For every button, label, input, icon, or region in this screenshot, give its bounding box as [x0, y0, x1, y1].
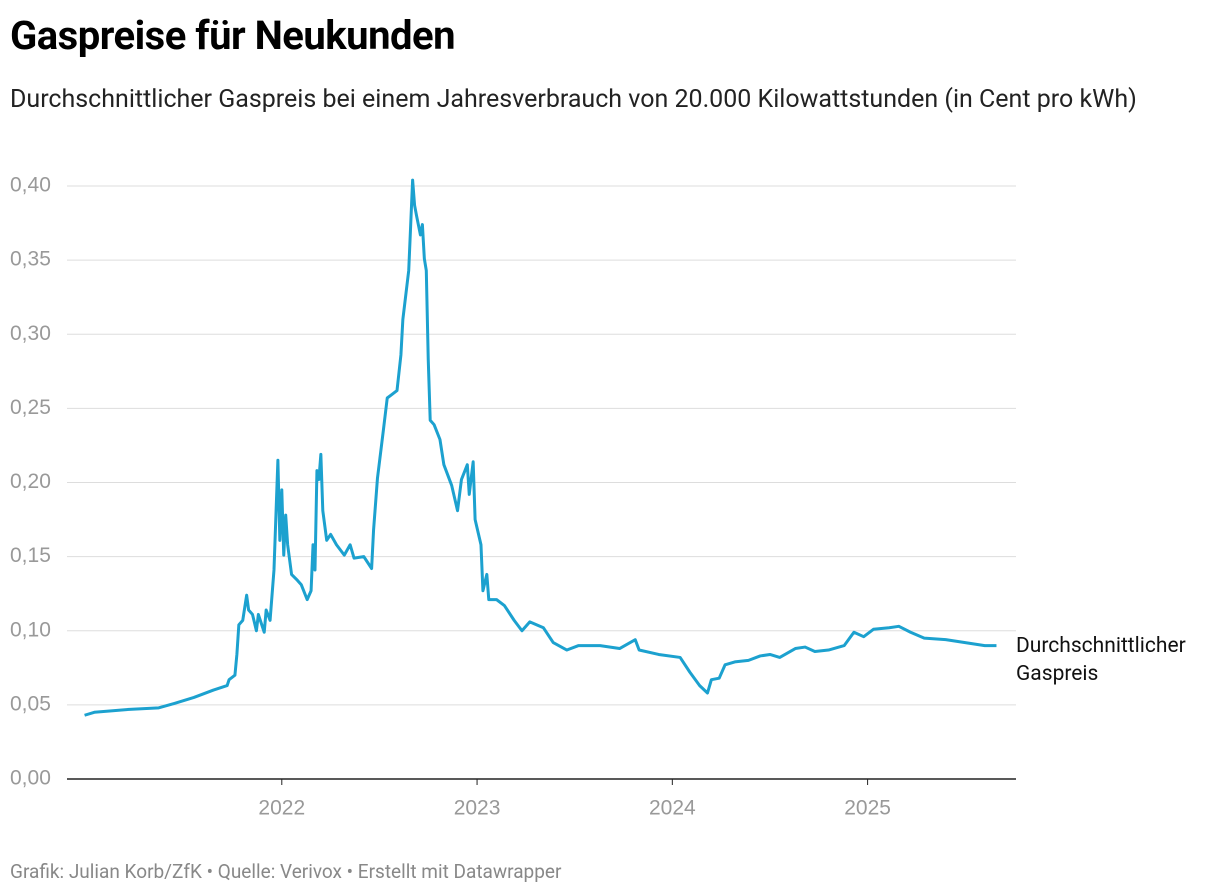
chart-subtitle: Durchschnittlicher Gaspreis bei einem Ja… — [10, 85, 1137, 114]
series-label: Durchschnittlicher Gaspreis — [1016, 634, 1186, 686]
y-tick-label: 0,40 — [10, 174, 51, 197]
y-tick-label: 0,20 — [10, 470, 51, 493]
y-tick-label: 0,10 — [10, 618, 51, 641]
y-tick-label: 0,05 — [10, 692, 51, 715]
y-tick-label: 0,15 — [10, 544, 51, 567]
x-tick-label: 2022 — [258, 797, 305, 820]
y-tick-label: 0,00 — [10, 767, 51, 790]
x-tick-label: 2023 — [454, 797, 501, 820]
x-tick-label: 2025 — [844, 797, 891, 820]
source-note: Grafik: Julian Korb/ZfK • Quelle: Verivo… — [10, 860, 562, 883]
x-tick-label: 2024 — [649, 797, 696, 820]
y-tick-label: 0,25 — [10, 396, 51, 419]
chart-title: Gaspreise für Neukunden — [10, 12, 456, 59]
data-line — [84, 178, 997, 717]
y-tick-label: 0,35 — [10, 248, 51, 271]
y-tick-label: 0,30 — [10, 322, 51, 345]
